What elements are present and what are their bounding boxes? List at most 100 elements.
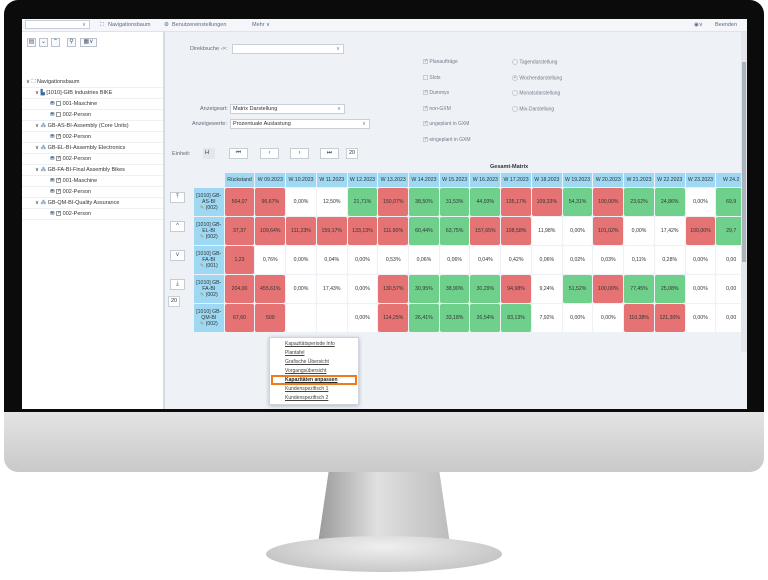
matrix-cell[interactable]: 77,45%	[624, 275, 654, 303]
context-menu-item[interactable]: Kundenspezifisch 1	[285, 386, 329, 392]
direktsuche-input[interactable]: ∨	[232, 44, 344, 54]
tree-item[interactable]: ∨ ⁂ GB-AS-BI-Assembly (Core Units)	[22, 121, 163, 132]
matrix-cell[interactable]: 0,11%	[624, 246, 654, 274]
matrix-cell[interactable]: 63,75%	[439, 217, 470, 245]
prev-page-button[interactable]: ‹	[260, 148, 279, 159]
matrix-cell[interactable]: 26,41%	[409, 304, 439, 332]
anzeigeart-select[interactable]: Matrix Darstellung ∨	[230, 104, 345, 114]
tree-item[interactable]: ⛃ ✓ 001-Maschine	[22, 176, 163, 187]
checkbox[interactable]: ✓	[423, 135, 429, 142]
tree-item[interactable]: ⛃ ✓ 002-Person	[22, 154, 163, 165]
search-icon[interactable]: ⚲	[67, 38, 76, 47]
matrix-cell[interactable]: 0,00%	[286, 188, 316, 216]
radio[interactable]: •	[512, 74, 518, 81]
matrix-cell[interactable]: 67,60	[224, 304, 255, 332]
radio[interactable]	[512, 90, 518, 96]
matrix-cell[interactable]: 159,17%	[316, 217, 347, 245]
tree-checkbox[interactable]: ✓	[56, 155, 62, 162]
matrix-cell[interactable]: 0,02%	[562, 246, 593, 274]
matrix-cell[interactable]: 0,28%	[654, 246, 685, 274]
context-menu-item[interactable]: Kapazitäten anpassen	[285, 377, 338, 383]
matrix-cell[interactable]: 23,62%	[624, 188, 654, 216]
matrix-cell[interactable]: 0,04%	[316, 246, 347, 274]
matrix-cell[interactable]: 24,86%	[654, 188, 685, 216]
chevron-down-icon[interactable]: ∨	[35, 123, 40, 129]
expand-all-icon[interactable]: ⌄	[39, 38, 48, 47]
user-settings-button[interactable]: Benutzereinstellungen	[172, 22, 227, 28]
edit-icon[interactable]: ✎	[199, 321, 205, 327]
chevron-down-icon[interactable]: ∨	[35, 145, 40, 151]
matrix-cell[interactable]: 7,92%	[531, 304, 562, 332]
scroll-down-button[interactable]: v	[170, 250, 185, 261]
row-label[interactable]: [1010] GB-AS-BI ✎ (002)	[194, 188, 224, 216]
matrix-cell[interactable]: 44,93%	[470, 188, 501, 216]
layout-menu-icon[interactable]: ▦∨	[80, 38, 97, 47]
matrix-cell[interactable]: 38,50%	[409, 188, 439, 216]
matrix-cell[interactable]: 157,65%	[470, 217, 501, 245]
matrix-cell[interactable]: 0,00%	[286, 246, 316, 274]
vertical-scrollbar[interactable]	[741, 32, 747, 352]
matrix-cell[interactable]: 25,08%	[654, 275, 685, 303]
matrix-cell[interactable]: 0,00%	[562, 217, 593, 245]
matrix-cell[interactable]: 0,00%	[347, 275, 378, 303]
matrix-cell[interactable]: 130,57%	[378, 275, 409, 303]
filter-checkbox[interactable]: Slots	[423, 75, 441, 81]
matrix-cell[interactable]: 9,24%	[531, 275, 562, 303]
tree-checkbox[interactable]: ✓	[56, 188, 62, 195]
tree-item[interactable]: ⛃ ✓ 002-Person	[22, 132, 163, 143]
matrix-cell[interactable]: 1,23	[224, 246, 255, 274]
matrix-cell[interactable]: 0,06%	[531, 246, 562, 274]
matrix-cell[interactable]: 17,43%	[316, 275, 347, 303]
context-menu-item[interactable]: Plantafel	[285, 350, 305, 356]
exit-button[interactable]: Beenden	[715, 22, 738, 28]
matrix-cell[interactable]: 0,04%	[470, 246, 501, 274]
anzeigewerte-select[interactable]: Prozentuale Auslastung ∨	[230, 119, 370, 129]
matrix-cell[interactable]: 133,13%	[347, 217, 378, 245]
filter-checkbox[interactable]: ✓ eingeplant in GXM	[423, 135, 471, 143]
row-label[interactable]: [1010] GB-FA-BI ✎ (001)	[194, 246, 224, 274]
matrix-cell[interactable]: 38,90%	[439, 275, 470, 303]
matrix-cell[interactable]: 111,90%	[378, 217, 409, 245]
filter-checkbox[interactable]: ✓ Dummys	[423, 90, 449, 96]
chevron-down-icon[interactable]: ∨	[35, 167, 40, 173]
matrix-cell[interactable]: 26,54%	[470, 304, 501, 332]
matrix-cell[interactable]: 204,00	[224, 275, 255, 303]
matrix-cell[interactable]: 108,58%	[501, 217, 531, 245]
context-menu-item[interactable]: Kapazitätsperiode Info	[285, 341, 335, 347]
matrix-cell[interactable]: 101,02%	[593, 217, 624, 245]
row-label[interactable]: [1010] GB-QM-BI ✎ (002)	[194, 304, 224, 332]
edit-icon[interactable]: ✎	[199, 205, 205, 211]
matrix-cell[interactable]: 0,00%	[685, 188, 716, 216]
matrix-cell[interactable]: 150,07%	[378, 188, 409, 216]
row-label[interactable]: [1010] GB-FA-BI ✎ (002)	[194, 275, 224, 303]
matrix-cell[interactable]: 110,38%	[624, 304, 654, 332]
matrix-cell[interactable]: 37,37	[224, 217, 255, 245]
next-page-button[interactable]: ›	[290, 148, 309, 159]
matrix-cell[interactable]: 0,00%	[286, 275, 316, 303]
checkbox[interactable]: ✓	[423, 89, 429, 96]
context-menu-item[interactable]: Vorgangsübersicht	[285, 368, 327, 374]
checkbox[interactable]	[423, 74, 428, 80]
scrollbar-thumb[interactable]	[742, 62, 746, 262]
context-menu-item[interactable]: Grafische Übersicht	[285, 359, 329, 365]
matrix-cell[interactable]: 109,64%	[255, 217, 286, 245]
matrix-cell[interactable]: 0,00%	[347, 246, 378, 274]
matrix-cell[interactable]: 100,00%	[593, 188, 624, 216]
matrix-cell[interactable]: 0,42%	[501, 246, 531, 274]
edit-icon[interactable]: ✎	[199, 263, 205, 269]
tree-item[interactable]: ⛃ 002-Person	[22, 110, 163, 121]
tree-checkbox[interactable]: ✓	[56, 133, 62, 140]
matrix-cell[interactable]: 564,07	[224, 188, 255, 216]
matrix-cell[interactable]: 114,25%	[378, 304, 409, 332]
matrix-cell[interactable]: 0,03%	[593, 246, 624, 274]
radio[interactable]	[512, 105, 518, 112]
matrix-cell[interactable]: 0,00%	[593, 304, 624, 332]
matrix-cell[interactable]: 135,17%	[501, 188, 531, 216]
edit-icon[interactable]: ✎	[199, 292, 205, 298]
page-count-input[interactable]: 20	[346, 148, 358, 159]
tree-checkbox[interactable]	[56, 112, 62, 118]
tree-checkbox[interactable]: ✓	[56, 210, 62, 217]
matrix-cell[interactable]: 111,23%	[286, 217, 316, 245]
scroll-top-button[interactable]: ⤒	[170, 192, 185, 203]
calendar-icon[interactable]: ▤	[27, 38, 36, 47]
